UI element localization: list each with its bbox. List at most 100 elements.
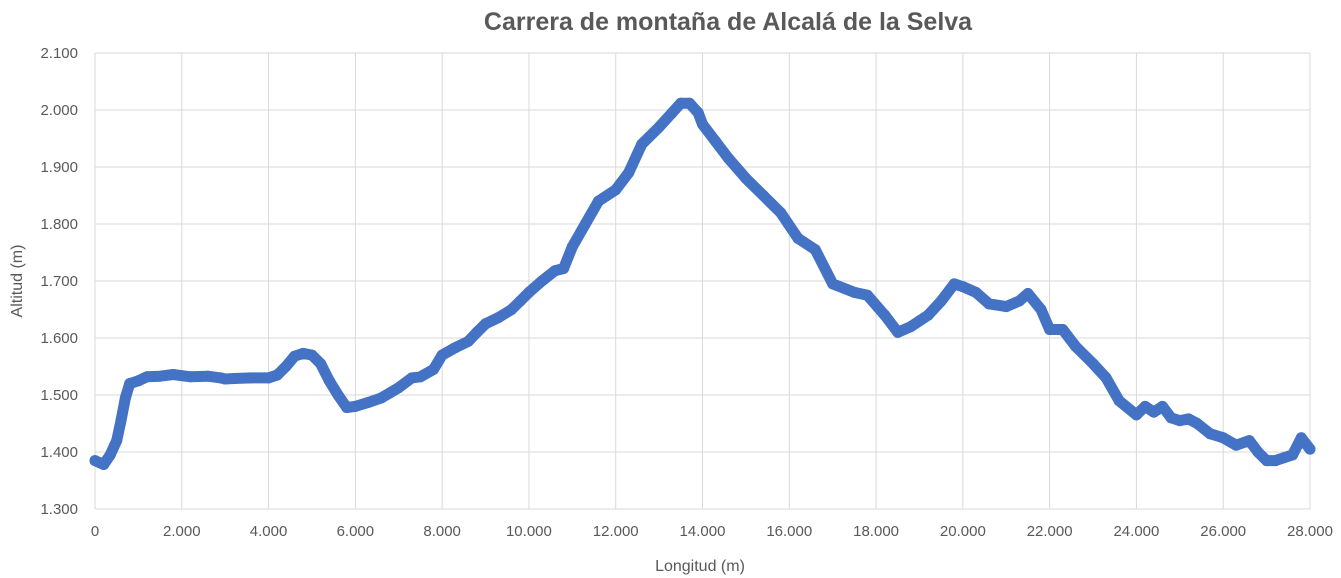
elevation-point xyxy=(280,361,292,372)
elevation-point xyxy=(861,289,873,301)
elevation-point xyxy=(1100,372,1112,384)
elevation-point xyxy=(740,172,752,184)
elevation-point xyxy=(323,375,335,387)
y-axis-ticks: 1.300 1.400 1.500 1.600 1.700 1.800 1.900 2.000… xyxy=(40,45,78,518)
elevation-point xyxy=(623,167,635,179)
elevation-point xyxy=(935,295,947,307)
elevation-point xyxy=(636,138,648,150)
elevation-point xyxy=(228,373,240,384)
elevation-point xyxy=(263,372,275,384)
x-tick-label: 2.000 xyxy=(163,523,201,540)
elevation-point xyxy=(104,449,116,461)
elevation-point xyxy=(792,232,804,244)
elevation-point xyxy=(1044,324,1056,335)
elevation-point xyxy=(219,373,231,385)
elevation-point xyxy=(692,107,704,119)
elevation-point xyxy=(493,312,505,323)
elevation-point xyxy=(1070,341,1082,352)
elevation-point xyxy=(1295,432,1307,444)
elevation-point xyxy=(983,298,995,310)
elevation-point xyxy=(1217,432,1229,444)
elevation-point xyxy=(1243,435,1255,447)
x-tick-label: 24.000 xyxy=(1113,523,1159,540)
y-tick-label: 1.600 xyxy=(40,330,78,347)
elevation-point xyxy=(406,372,418,384)
elevation-point xyxy=(1013,295,1025,307)
elevation-point xyxy=(1148,406,1160,418)
elevation-point xyxy=(1183,413,1194,425)
elevation-point xyxy=(827,278,839,290)
elevation-point xyxy=(653,121,665,133)
x-axis-ticks: 0 2.000 4.000 6.000 8.000 10.000 12.000 14.000 1… xyxy=(91,523,1333,540)
elevation-point xyxy=(89,455,101,467)
elevation-point xyxy=(428,363,439,375)
y-tick-label: 1.700 xyxy=(40,273,78,290)
y-axis-label: Altitud (m) xyxy=(9,245,26,318)
elevation-point xyxy=(115,415,127,427)
elevation-point xyxy=(757,190,769,201)
elevation-point xyxy=(514,295,526,307)
elevation-point xyxy=(1252,446,1264,458)
elevation-point xyxy=(124,378,136,390)
elevation-point xyxy=(1035,304,1047,315)
elevation-point xyxy=(471,326,483,338)
x-tick-label: 14.000 xyxy=(680,523,726,540)
elevation-point xyxy=(506,304,518,315)
y-tick-label: 2.000 xyxy=(40,102,78,119)
elevation-point xyxy=(1139,400,1151,412)
elevation-point xyxy=(202,370,214,382)
elevation-point xyxy=(1165,412,1177,424)
y-tick-label: 1.800 xyxy=(40,216,78,233)
elevation-point xyxy=(710,135,721,147)
elevation-point xyxy=(1000,301,1012,313)
x-tick-label: 22.000 xyxy=(1027,523,1073,540)
elevation-point xyxy=(684,97,695,109)
elevation-point xyxy=(167,369,179,380)
elevation-point xyxy=(480,318,491,330)
elevation-point xyxy=(289,350,301,362)
elevation-point xyxy=(775,207,787,219)
elevation-point xyxy=(1278,452,1290,464)
elevation-point xyxy=(1174,415,1186,427)
elevation-point xyxy=(436,349,448,361)
elevation-point xyxy=(341,402,353,413)
elevation-point xyxy=(271,369,283,381)
elevation-point xyxy=(1057,324,1069,335)
elevation-point xyxy=(349,400,361,412)
chart-title: Carrera de montaña de Alcalá de la Selva xyxy=(484,8,973,36)
elevation-point xyxy=(1204,428,1216,440)
y-tick-label: 2.100 xyxy=(40,45,78,62)
elevation-point xyxy=(549,265,561,277)
x-tick-label: 20.000 xyxy=(940,523,986,540)
elevation-point xyxy=(141,371,153,383)
elevation-point xyxy=(119,392,131,404)
elevation-point xyxy=(315,358,327,370)
elevation-point xyxy=(1157,400,1168,412)
x-tick-label: 16.000 xyxy=(766,523,812,540)
elevation-point xyxy=(362,396,374,408)
elevation-point xyxy=(675,97,687,109)
elevation-point xyxy=(332,389,344,401)
elevation-point xyxy=(905,321,917,333)
elevation-point xyxy=(462,335,474,347)
elevation-point xyxy=(1087,358,1099,370)
elevation-point xyxy=(1230,439,1242,451)
elevation-point xyxy=(922,309,934,321)
elevation-point xyxy=(375,392,387,404)
elevation-point xyxy=(297,347,309,359)
elevation-point xyxy=(393,382,405,394)
elevation-point xyxy=(957,281,969,293)
elevation-point xyxy=(892,326,904,338)
elevation-point xyxy=(536,275,548,287)
elevation-point xyxy=(245,372,257,384)
x-tick-label: 0 xyxy=(91,523,99,540)
elevation-point xyxy=(666,107,678,119)
elevation-point xyxy=(306,349,318,361)
elevation-point xyxy=(1130,409,1142,421)
elevation-point xyxy=(523,286,535,298)
elevation-point xyxy=(154,370,166,382)
y-tick-label: 1.500 xyxy=(40,387,78,404)
elevation-point xyxy=(579,218,591,230)
elevation-point xyxy=(449,342,461,354)
